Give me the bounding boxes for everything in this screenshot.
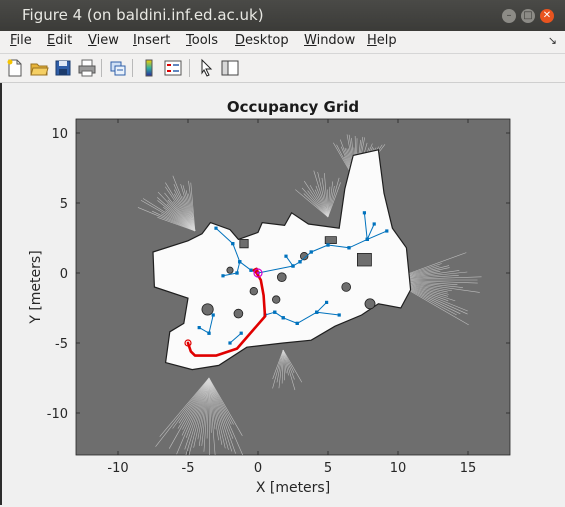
tree-node [249, 269, 252, 272]
obstacle [227, 267, 233, 273]
close-button[interactable]: ✕ [540, 9, 554, 23]
goal-marker-dot [257, 272, 260, 275]
obstacle [277, 273, 286, 282]
menu-tools[interactable]: Tools [186, 33, 218, 48]
figure-toolbar [0, 54, 565, 83]
obstacle [272, 296, 280, 304]
tree-node [385, 229, 388, 232]
tree-node [228, 341, 231, 344]
menu-bar: File Edit View Insert Tools Desktop Window Help… [0, 31, 565, 54]
x-axis-label: X [meters] [256, 480, 330, 496]
y-tick-label: 10 [51, 127, 68, 142]
x-tick-label: 10 [390, 461, 407, 476]
tree-node [326, 243, 329, 246]
tree-node [238, 260, 241, 263]
obstacle [240, 239, 248, 247]
y-tick-label: 5 [60, 197, 68, 212]
tree-node [296, 322, 299, 325]
obstacle [250, 287, 258, 295]
open-folder-icon[interactable] [29, 58, 49, 78]
y-tick-label: -5 [55, 337, 68, 352]
obstacle [234, 309, 243, 318]
menu-overflow-icon[interactable]: ↘ [548, 34, 557, 47]
tree-node [298, 260, 301, 263]
occupancy-grid-chart[interactable]: Occupancy Grid -10 -5 0 5 10 15 10 5 0 -5 -10 X [m… [2, 83, 563, 503]
tree-node [273, 311, 276, 314]
print-icon[interactable] [77, 58, 97, 78]
tree-node [212, 313, 215, 316]
maximize-button[interactable]: □ [521, 9, 535, 23]
x-tick-label: 0 [254, 461, 262, 476]
x-tick-label: 15 [460, 461, 477, 476]
tree-node [282, 316, 285, 319]
y-axis-label: Y [meters] [28, 250, 44, 324]
window-title: Figure 4 (on baldini.inf.ed.ac.uk) [22, 6, 264, 24]
chart-title: Occupancy Grid [227, 98, 359, 116]
window-titlebar: Figure 4 (on baldini.inf.ed.ac.uk) – □ ✕ [0, 0, 565, 32]
tree-node [240, 332, 243, 335]
menu-view[interactable]: View [88, 33, 119, 48]
y-tick-label: 0 [60, 267, 68, 282]
tree-node [338, 313, 341, 316]
tree-node [235, 271, 238, 274]
obstacle [357, 253, 371, 266]
y-tick-label: -10 [47, 407, 68, 422]
tree-node [214, 227, 217, 230]
tree-node [366, 238, 369, 241]
x-tick-label: 5 [324, 461, 332, 476]
link-plot-icon[interactable] [108, 58, 128, 78]
menu-edit[interactable]: Edit [47, 33, 72, 48]
tree-node [291, 264, 294, 267]
tree-node [284, 255, 287, 258]
minimize-button[interactable]: – [502, 9, 516, 23]
obstacle [365, 299, 375, 309]
menu-desktop[interactable]: Desktop [235, 33, 289, 48]
property-inspector-icon[interactable] [220, 58, 240, 78]
x-tick-label: -5 [182, 461, 195, 476]
tree-node [221, 274, 224, 277]
start-marker-dot [187, 342, 189, 344]
tree-node [363, 211, 366, 214]
tree-node [198, 326, 201, 329]
menu-insert[interactable]: Insert [133, 33, 170, 48]
x-tick-label: -10 [107, 461, 128, 476]
tree-node [231, 242, 234, 245]
tree-node [347, 246, 350, 249]
save-icon[interactable] [53, 58, 73, 78]
menu-window[interactable]: Window [304, 33, 355, 48]
menu-help[interactable]: Help [367, 33, 397, 48]
legend-icon[interactable] [163, 58, 183, 78]
tree-node [315, 311, 318, 314]
tree-node [325, 301, 328, 304]
obstacle [342, 283, 351, 292]
tree-node [207, 332, 210, 335]
pointer-icon[interactable] [196, 58, 216, 78]
tree-node [310, 250, 313, 253]
tree-node [373, 222, 376, 225]
colorbar-icon[interactable] [139, 58, 159, 78]
obstacle [202, 304, 213, 315]
figure-canvas: Occupancy Grid -10 -5 0 5 10 15 10 5 0 -5 -10 X [m… [2, 83, 563, 503]
obstacle [325, 237, 336, 244]
new-figure-icon[interactable] [5, 58, 25, 78]
menu-file[interactable]: File [10, 33, 32, 48]
